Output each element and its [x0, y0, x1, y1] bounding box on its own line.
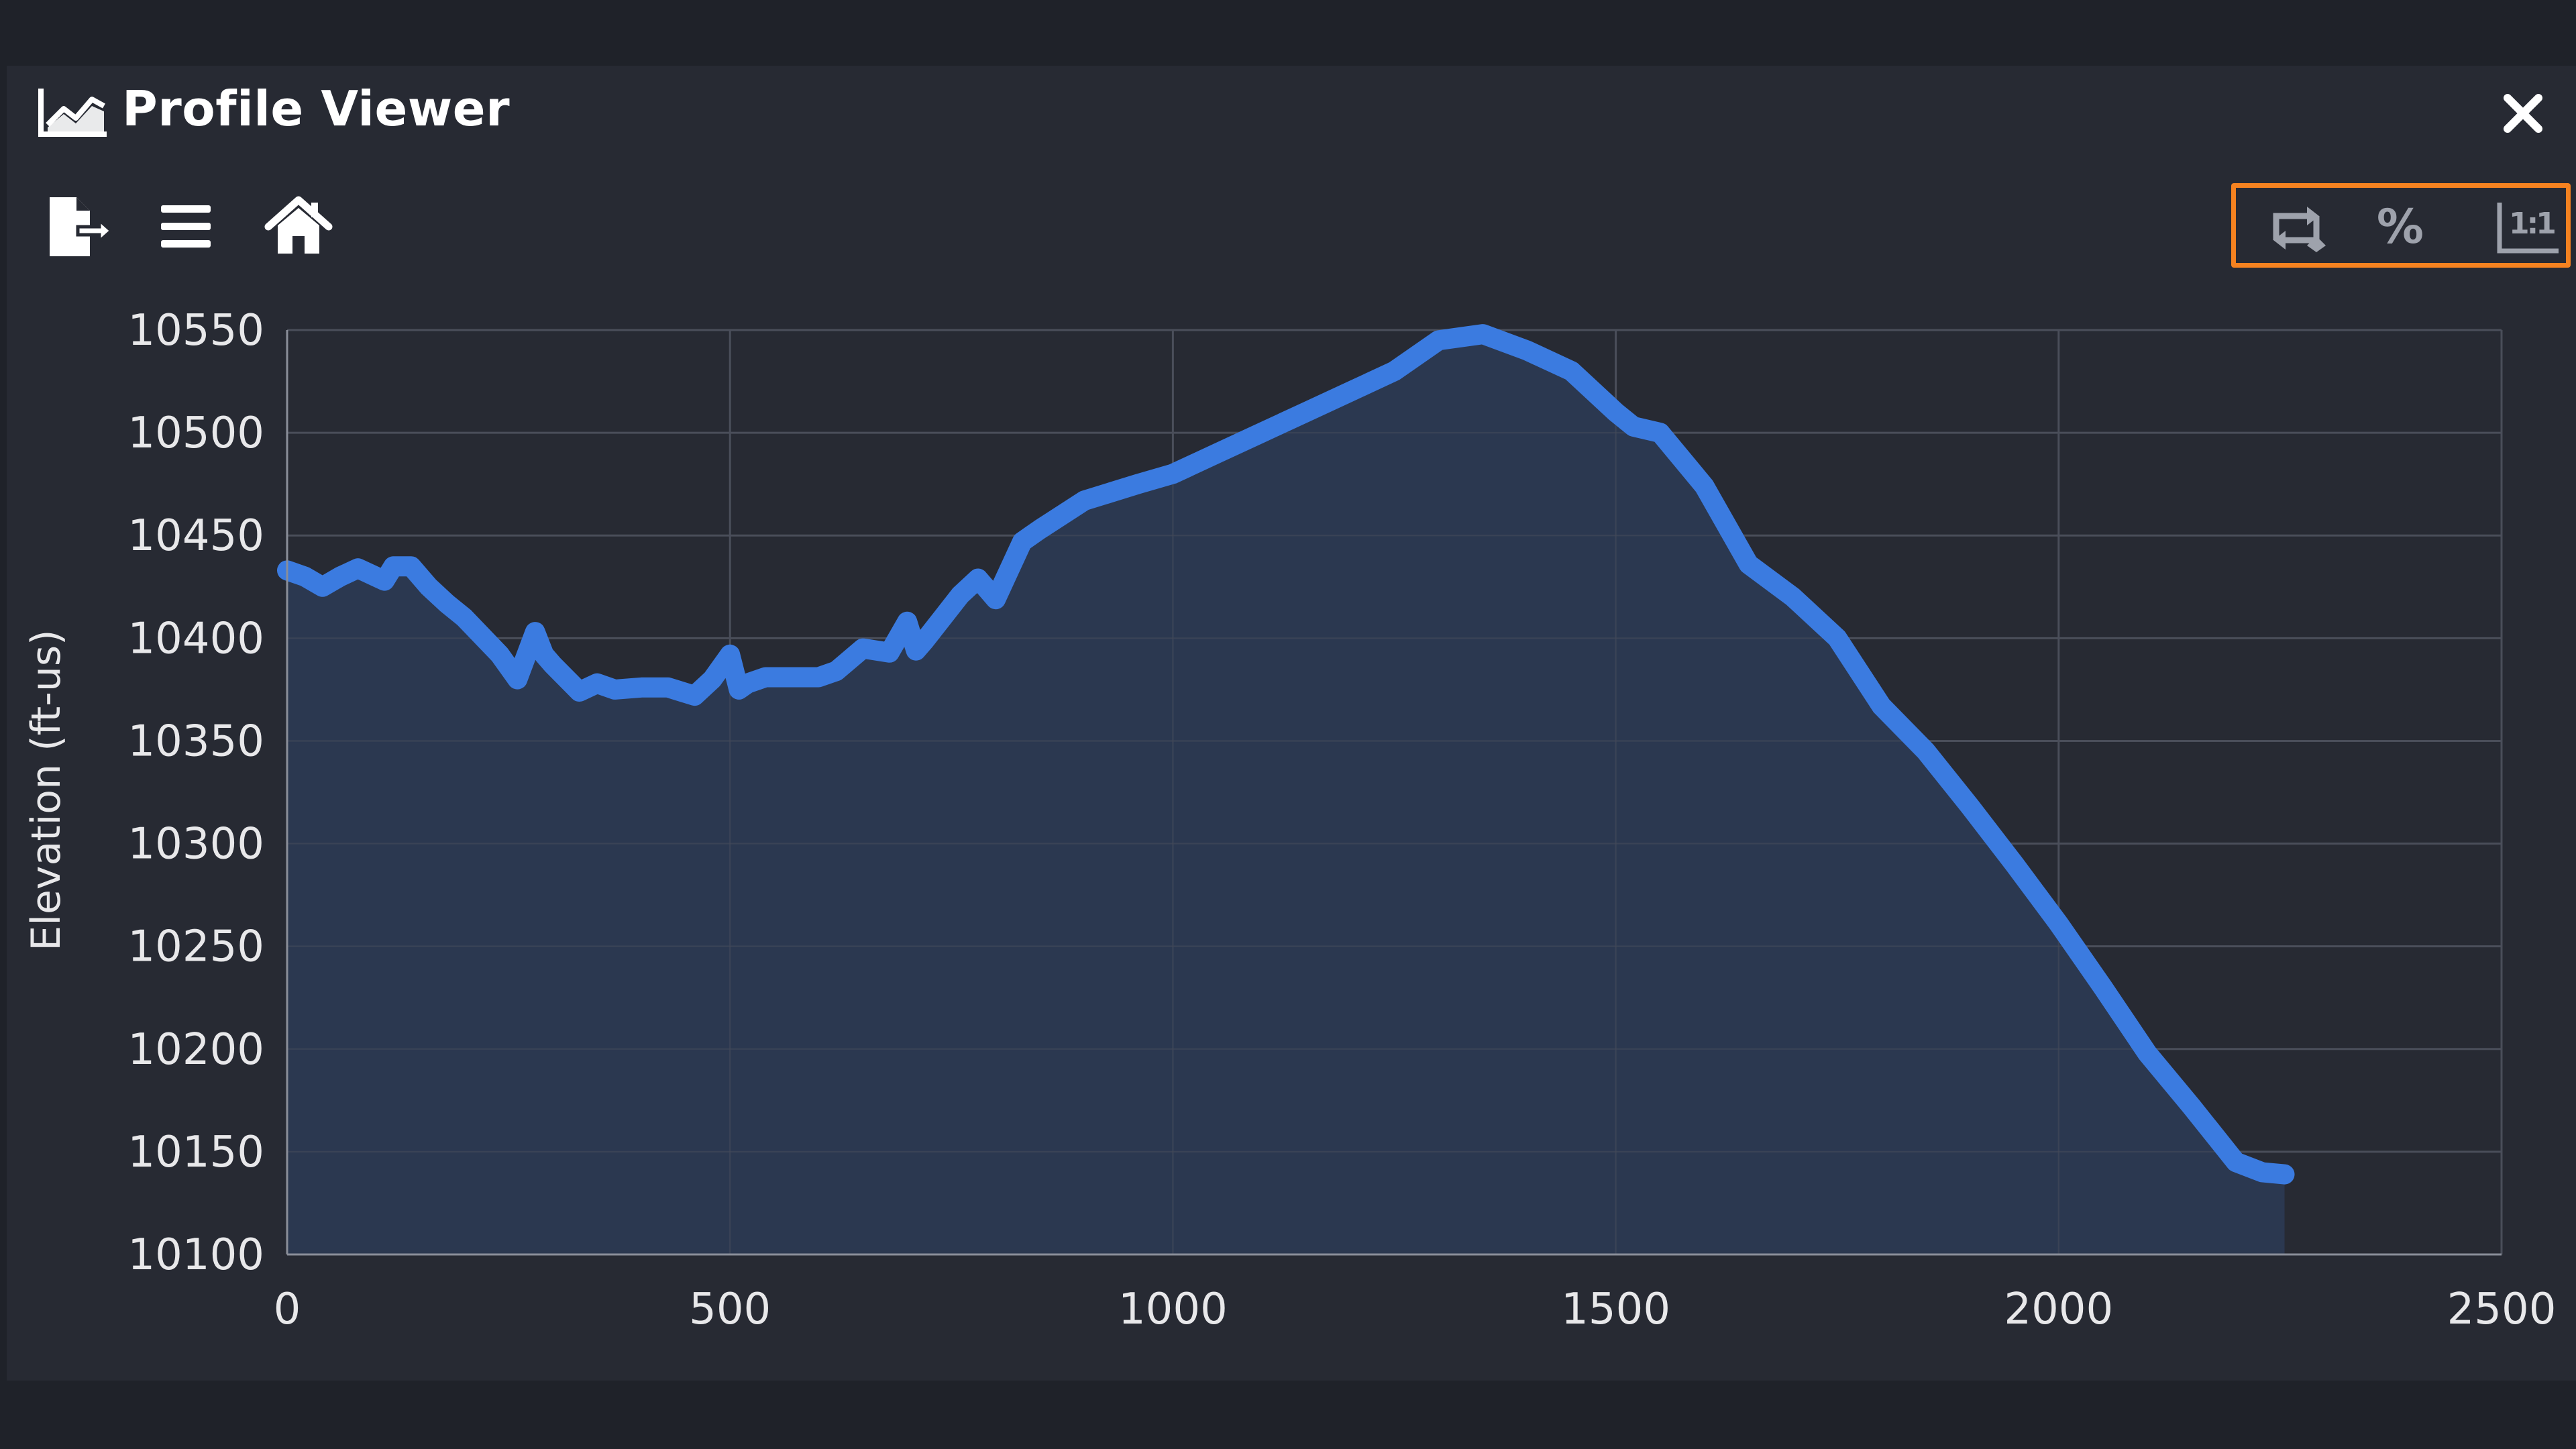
x-tick-label: 1500 — [1561, 1285, 1670, 1334]
x-tick-label: 1000 — [1118, 1285, 1228, 1334]
y-tick-label: 10450 — [127, 511, 264, 561]
title-bar: Profile Viewer — [7, 66, 2576, 160]
y-axis-label: Elevation (ft-us) — [23, 629, 70, 951]
elevation-profile-chart: 0 500 1000 1500 2000 2500 10550 10500 10450 10400… — [127, 306, 2557, 1334]
x-tick-label: 2500 — [2447, 1285, 2557, 1334]
y-tick-label: 10300 — [127, 820, 264, 869]
area-chart-icon — [38, 89, 107, 137]
profile-viewer-panel: Profile Viewer % — [7, 66, 2576, 1381]
aspect-axis-icon — [2497, 203, 2559, 254]
y-tick-label: 10350 — [127, 716, 264, 766]
aspect-ratio-label: 1:1 — [2509, 207, 2557, 241]
x-tick-label: 500 — [689, 1285, 771, 1334]
home-icon[interactable] — [262, 193, 335, 260]
y-tick-label: 10500 — [127, 409, 264, 458]
view-options-group: % 1:1 — [2231, 183, 2571, 268]
y-tick-label: 10400 — [127, 614, 264, 663]
x-tick-label: 0 — [274, 1285, 301, 1334]
y-tick-label: 10100 — [127, 1230, 264, 1280]
close-icon[interactable] — [2500, 90, 2546, 137]
aspect-ratio-1-1-icon[interactable]: 1:1 — [2494, 201, 2561, 255]
x-tick-label: 2000 — [2004, 1285, 2113, 1334]
percent-icon[interactable]: % — [2376, 199, 2424, 254]
menu-icon[interactable] — [149, 193, 223, 260]
y-tick-label: 10250 — [127, 922, 264, 972]
y-tick-label: 10550 — [127, 306, 264, 356]
elevation-area — [287, 334, 2285, 1255]
window-title: Profile Viewer — [122, 80, 511, 137]
elevation-line — [277, 324, 2295, 1185]
y-tick-label: 10150 — [127, 1128, 264, 1177]
swap-direction-icon[interactable] — [2263, 201, 2330, 255]
y-tick-label: 10200 — [127, 1025, 264, 1075]
export-file-icon[interactable] — [42, 193, 115, 260]
